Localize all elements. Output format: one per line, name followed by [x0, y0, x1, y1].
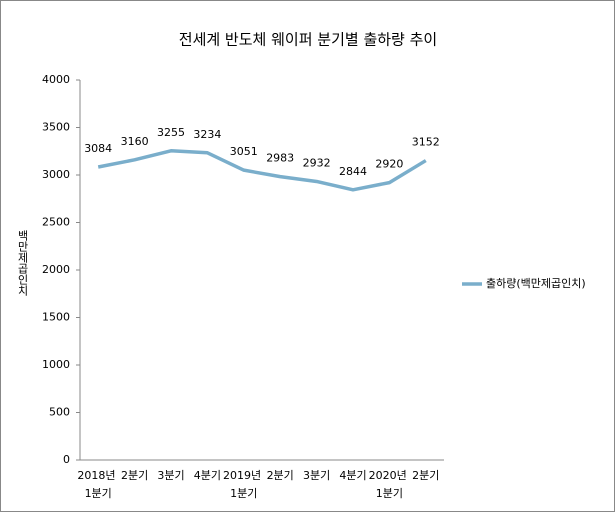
y-tick-label: 3000	[42, 168, 70, 181]
y-tick-label: 2500	[42, 216, 70, 229]
y-axis-label: 백만제곱인치	[16, 230, 29, 296]
y-tick-label: 2000	[42, 263, 70, 276]
x-tick-label: 2분기	[267, 469, 294, 482]
series-line	[97, 149, 427, 192]
y-tick-label: 1500	[42, 311, 70, 324]
x-tick-label: 2019년 1분기	[223, 469, 265, 500]
y-tick-label: 1000	[42, 358, 70, 371]
data-label: 2932	[303, 156, 331, 169]
data-label: 3084	[84, 142, 112, 155]
y-tick-label: 3500	[42, 121, 70, 134]
x-tick-label: 3분기	[303, 469, 330, 482]
x-tick-label: 4분기	[194, 469, 221, 482]
x-tick-label: 2020년 1분기	[369, 469, 411, 500]
x-tick-label: 2분기	[412, 469, 439, 482]
y-tick-label: 500	[49, 406, 70, 419]
x-tick-label: 4분기	[339, 469, 366, 482]
x-tick-label: 2분기	[121, 469, 148, 482]
chart-title: 전세계 반도체 웨이퍼 분기별 출하량 추이	[179, 31, 437, 49]
y-tick-label: 0	[63, 453, 70, 466]
data-label: 3234	[193, 128, 221, 141]
data-label: 2844	[339, 165, 367, 178]
x-tick-label: 2018년 1분기	[77, 469, 119, 500]
legend-label: 출하량(백만제곱인치)	[486, 276, 586, 290]
data-label: 3152	[412, 136, 440, 149]
data-label: 2920	[375, 158, 403, 171]
y-tick-label: 4000	[42, 73, 70, 86]
data-label: 2983	[266, 152, 294, 165]
data-label: 3051	[230, 145, 258, 158]
data-label: 3255	[157, 126, 185, 139]
data-label: 3160	[121, 135, 149, 148]
x-tick-label: 3분기	[157, 469, 184, 482]
